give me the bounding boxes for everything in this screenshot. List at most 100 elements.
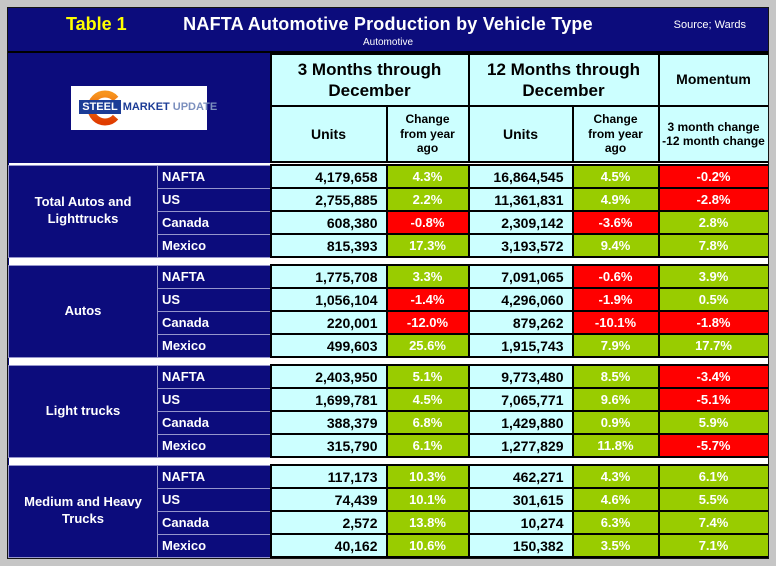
units-12mo-cell: 1,429,880: [467, 410, 574, 435]
units-12mo-cell: 2,309,142: [467, 210, 574, 235]
units-12mo-cell: 16,864,545: [467, 164, 574, 189]
change-3mo-cell: -1.4%: [385, 287, 470, 312]
units-3mo-cell: 2,572: [269, 510, 388, 535]
units-3mo-cell: 2,403,950: [269, 364, 388, 389]
logo-text: STEEL MARKET UPDATE: [79, 100, 218, 114]
units-3mo-cell: 220,001: [269, 310, 388, 335]
group-label: Medium and Heavy Trucks: [8, 464, 158, 558]
group-label: Light trucks: [8, 364, 158, 458]
change-12mo-cell: 4.5%: [571, 164, 660, 189]
production-table: STEEL MARKET UPDATE 3 Months through Decem…: [8, 53, 768, 558]
page-title: NAFTA Automotive Production by Vehicle T…: [183, 14, 593, 34]
region-cell: Canada: [157, 510, 271, 535]
units-12mo-cell: 7,065,771: [467, 387, 574, 412]
momentum-cell: -5.1%: [657, 387, 768, 412]
region-cell: Mexico: [157, 333, 271, 358]
change-12mo-cell: 6.3%: [571, 510, 660, 535]
units-3mo-cell: 2,755,885: [269, 187, 388, 212]
units-3mo-cell: 74,439: [269, 487, 388, 512]
change-3mo-cell: 10.6%: [385, 533, 470, 558]
momentum-cell: 0.5%: [657, 287, 768, 312]
units-12mo-cell: 301,615: [467, 487, 574, 512]
units-3mo-cell: 4,179,658: [269, 164, 388, 189]
block-medium-heavy-trucks: Medium and Heavy Trucks NAFTA 117,173 10…: [8, 457, 768, 558]
momentum-cell: 7.8%: [657, 233, 768, 258]
group-label: Autos: [8, 264, 158, 358]
separator: [8, 257, 768, 265]
change-12mo-cell: 4.6%: [571, 487, 660, 512]
change-3mo-cell: 6.1%: [385, 433, 470, 458]
table-row: Canada 388,379 6.8% 1,429,880 0.9% 5.9%: [9, 410, 768, 435]
change-12mo-cell: -0.6%: [571, 264, 660, 289]
units-3mo-cell: 499,603: [269, 333, 388, 358]
block-total-autos-lighttrucks: Total Autos and Lighttrucks NAFTA 4,179,…: [8, 162, 768, 258]
change-12mo-cell: 4.9%: [571, 187, 660, 212]
change-12mo-cell: 9.4%: [571, 233, 660, 258]
momentum-cell: -1.8%: [657, 310, 768, 335]
change-12mo-cell: 8.5%: [571, 364, 660, 389]
units-12mo-cell: 11,361,831: [467, 187, 574, 212]
subtitle: Automotive: [362, 37, 414, 48]
group-label: Total Autos and Lighttrucks: [8, 164, 158, 258]
momentum-cell: 7.4%: [657, 510, 768, 535]
change-3mo-cell: 10.3%: [385, 464, 470, 489]
units-12mo-cell: 3,193,572: [467, 233, 574, 258]
header-units-12mo: Units: [467, 105, 574, 163]
header-change-3mo: Change from year ago: [385, 105, 470, 163]
separator: [8, 162, 768, 165]
change-3mo-cell: 3.3%: [385, 264, 470, 289]
units-3mo-cell: 1,056,104: [269, 287, 388, 312]
table-row: Mexico 499,603 25.6% 1,915,743 7.9% 17.7…: [9, 333, 768, 358]
header-momentum-sub: 3 month change -12 month change: [657, 105, 768, 163]
change-3mo-cell: -0.8%: [385, 210, 470, 235]
change-12mo-cell: 4.3%: [571, 464, 660, 489]
region-cell: NAFTA: [157, 464, 271, 489]
units-3mo-cell: 315,790: [269, 433, 388, 458]
change-12mo-cell: 11.8%: [571, 433, 660, 458]
change-12mo-cell: -1.9%: [571, 287, 660, 312]
table-row: Autos NAFTA 1,775,708 3.3% 7,091,065 -0.…: [8, 264, 768, 358]
change-3mo-cell: 13.8%: [385, 510, 470, 535]
region-cell: Mexico: [157, 433, 271, 458]
title-bar: Table 1 NAFTA Automotive Production by V…: [8, 8, 768, 53]
change-12mo-cell: -3.6%: [571, 210, 660, 235]
units-12mo-cell: 462,271: [467, 464, 574, 489]
momentum-cell: 2.8%: [657, 210, 768, 235]
change-3mo-cell: 25.6%: [385, 333, 470, 358]
momentum-cell: 6.1%: [657, 464, 768, 489]
table-number-label: Table 1: [66, 14, 127, 34]
units-3mo-cell: 815,393: [269, 233, 388, 258]
table-row: Canada 220,001 -12.0% 879,262 -10.1% -1.…: [9, 310, 768, 335]
title-row: Table 1 NAFTA Automotive Production by V…: [8, 8, 768, 37]
units-12mo-cell: 10,274: [467, 510, 574, 535]
table-row: Total Autos and Lighttrucks NAFTA 4,179,…: [8, 164, 768, 258]
units-12mo-cell: 150,382: [467, 533, 574, 558]
change-3mo-cell: 17.3%: [385, 233, 470, 258]
table-row: Mexico 815,393 17.3% 3,193,572 9.4% 7.8%: [9, 233, 768, 258]
table-row: US 74,439 10.1% 301,615 4.6% 5.5%: [9, 487, 768, 512]
change-3mo-cell: 6.8%: [385, 410, 470, 435]
table-row: US 2,755,885 2.2% 11,361,831 4.9% -2.8%: [9, 187, 768, 212]
block-autos: Autos NAFTA 1,775,708 3.3% 7,091,065 -0.…: [8, 257, 768, 358]
units-12mo-cell: 7,091,065: [467, 264, 574, 289]
change-12mo-cell: 0.9%: [571, 410, 660, 435]
logo-update: UPDATE: [172, 101, 218, 113]
logo-cell: STEEL MARKET UPDATE: [8, 53, 271, 163]
units-12mo-cell: 1,915,743: [467, 333, 574, 358]
momentum-cell: -3.4%: [657, 364, 768, 389]
change-3mo-cell: -12.0%: [385, 310, 470, 335]
header-12-months: 12 Months through December: [467, 53, 660, 107]
separator: [8, 457, 768, 465]
region-cell: NAFTA: [157, 364, 271, 389]
momentum-cell: -5.7%: [657, 433, 768, 458]
momentum-cell: 3.9%: [657, 264, 768, 289]
region-cell: US: [157, 287, 271, 312]
units-12mo-cell: 4,296,060: [467, 287, 574, 312]
change-3mo-cell: 4.5%: [385, 387, 470, 412]
region-cell: Canada: [157, 310, 271, 335]
logo-steel: STEEL: [79, 100, 121, 114]
steel-market-update-logo: STEEL MARKET UPDATE: [71, 86, 217, 130]
region-cell: US: [157, 487, 271, 512]
units-3mo-cell: 40,162: [269, 533, 388, 558]
